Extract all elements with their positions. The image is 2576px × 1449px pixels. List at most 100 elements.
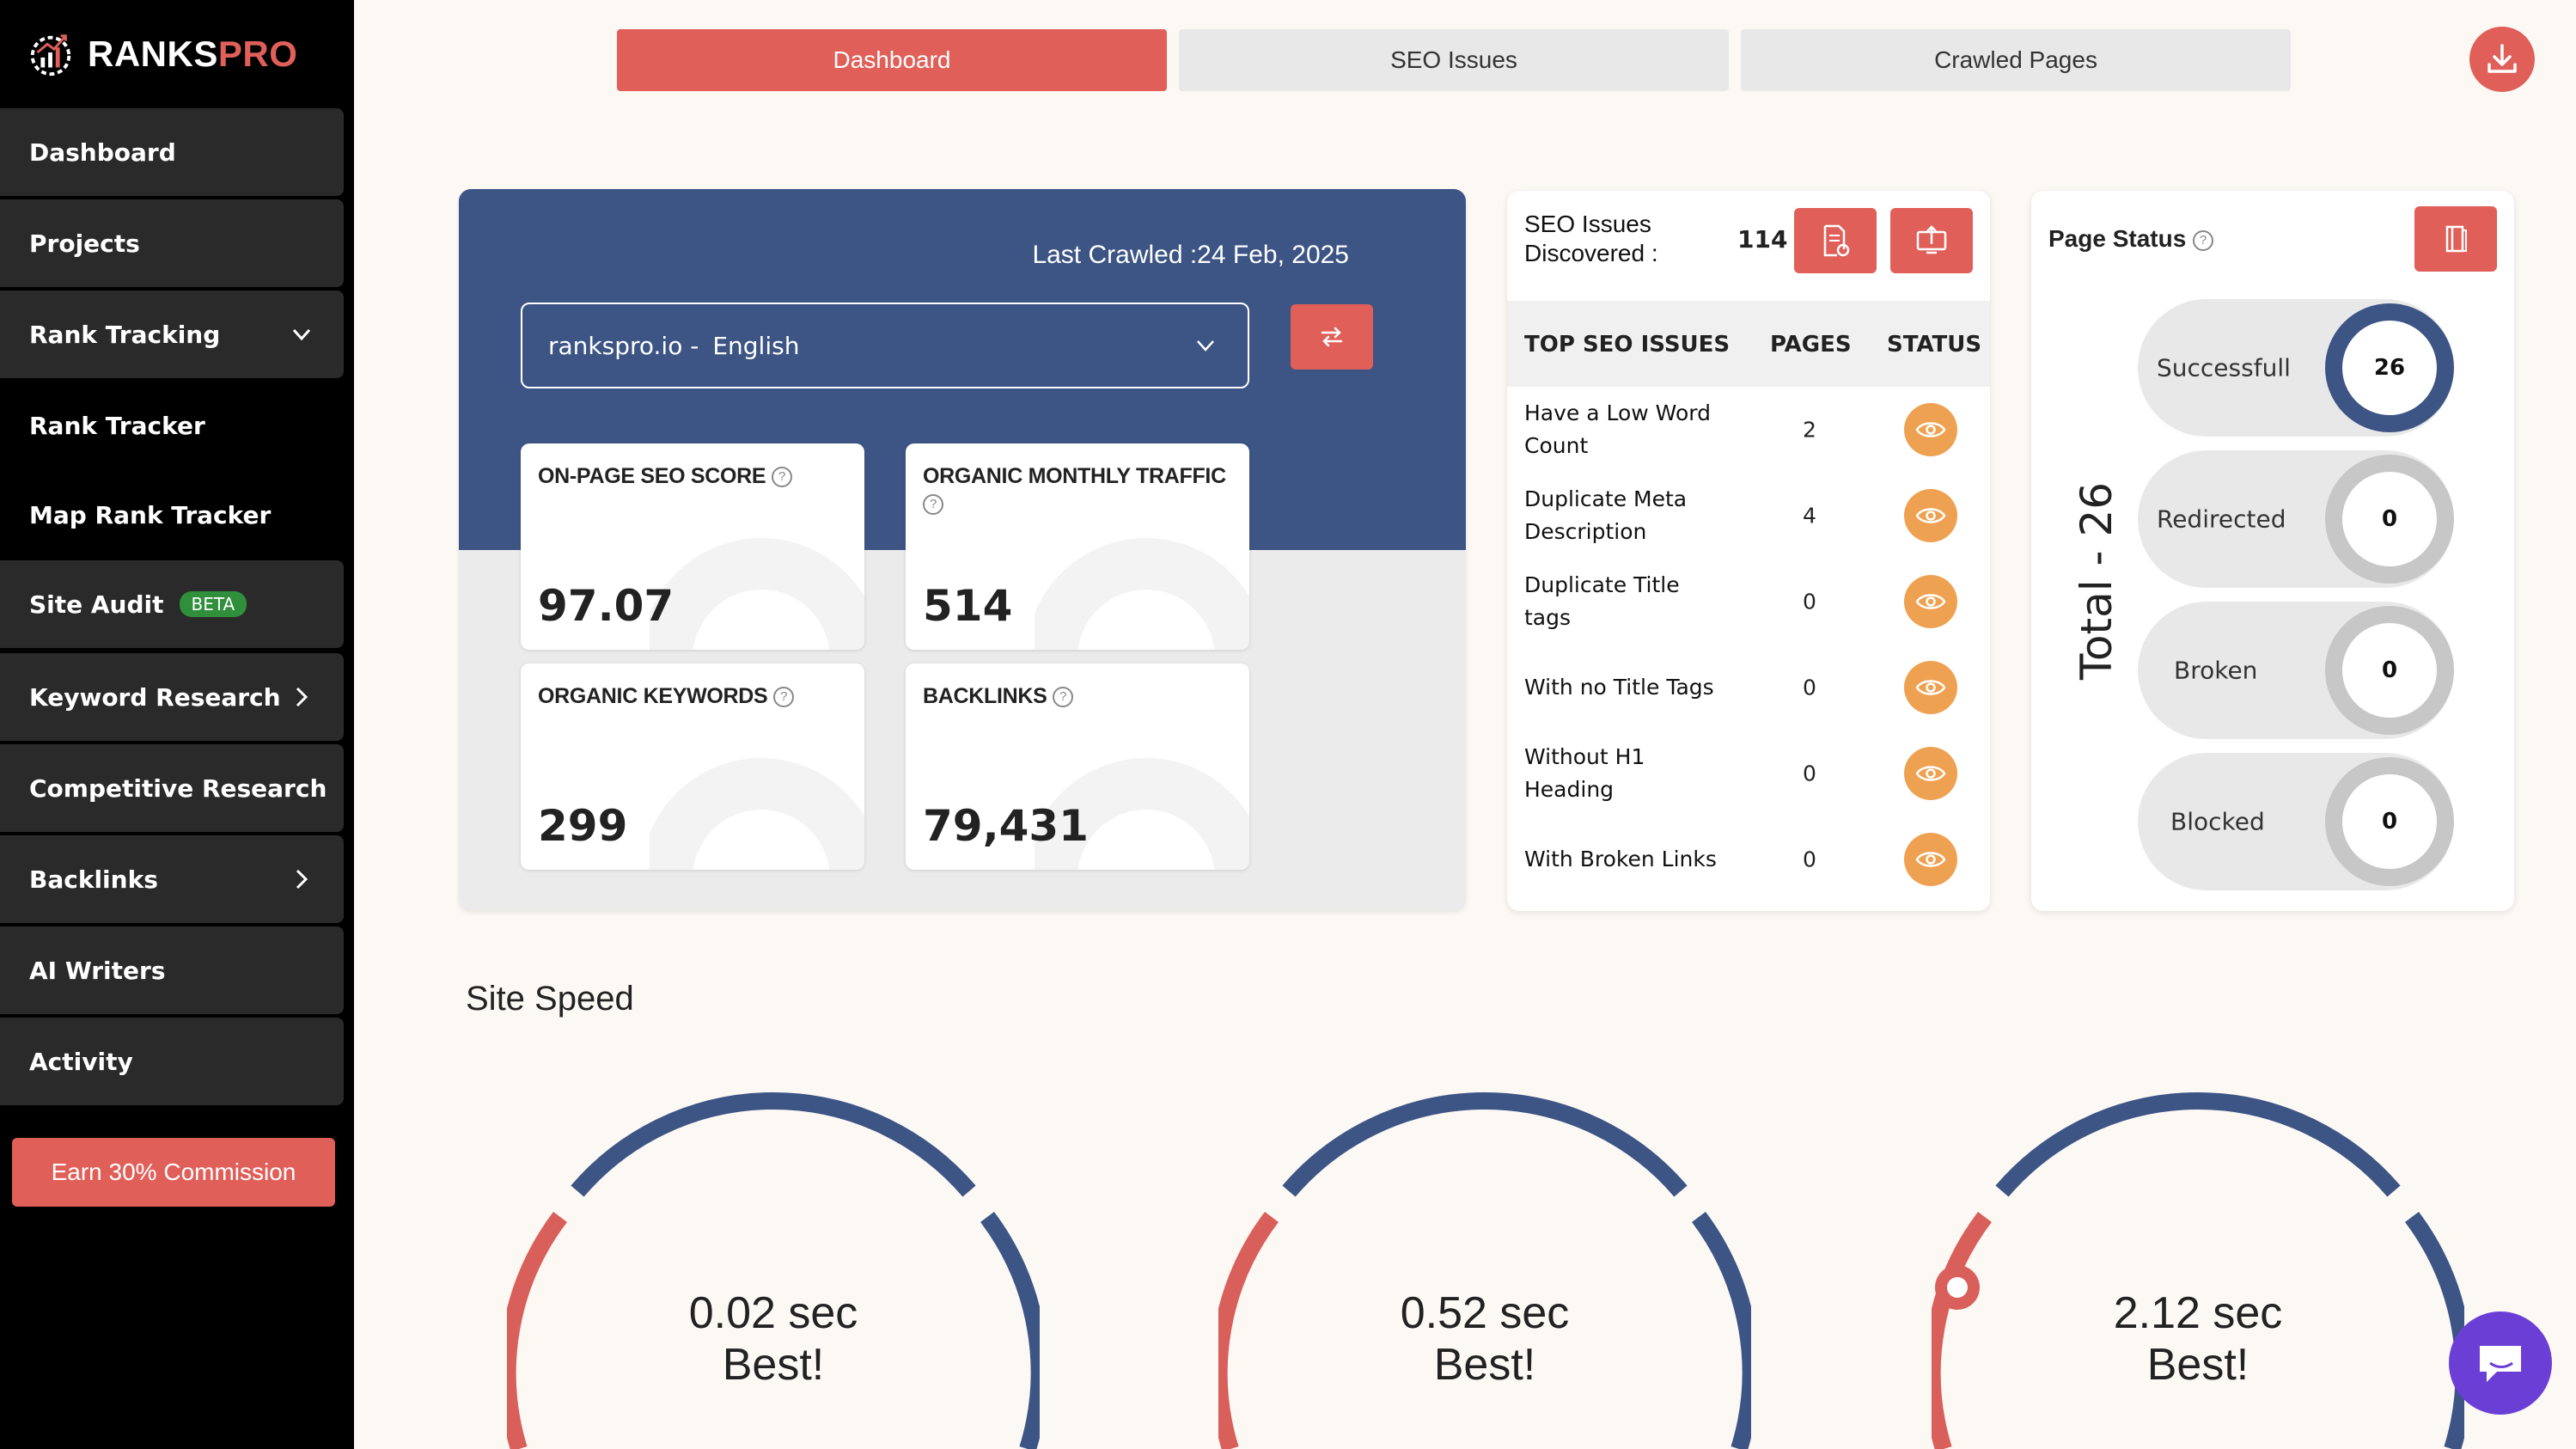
metric-title-wrap: ORGANIC KEYWORDS ? [538,682,856,710]
status-label: Redirected [2157,504,2286,534]
sidebar-item-label: Competitive Research [29,773,327,803]
logo-gear-chart-icon [30,34,71,76]
column-header: TOP SEO ISSUES [1524,332,1731,358]
domain-language: English [712,331,800,360]
issue-pages: 0 [1803,675,1816,700]
help-icon[interactable]: ? [1053,687,1074,708]
help-icon[interactable]: ? [773,687,795,708]
metric-backlinks: BACKLINKS ? 79,431 [906,663,1249,870]
brand-logo[interactable]: RANKSPRO [26,24,297,84]
metric-title-wrap: ON-PAGE SEO SCORE ? [538,462,856,490]
sidebar-item-ai-writers[interactable]: AI Writers [0,926,344,1014]
metric-gauge-decoration [650,758,864,870]
speed-rating: Best! [722,1340,825,1390]
sidebar-item-label: Map Rank Tracker [29,500,272,529]
status-count: 0 [2325,606,2454,735]
seo-issues-card: SEO Issues Discovered : 114 TOP SEO ISSU… [1507,191,1990,911]
table-row: Have a Low Word Count 2 [1507,387,1990,473]
sidebar-item-rank-tracking[interactable]: Rank Tracking [0,290,344,378]
view-issue-button[interactable] [1904,833,1957,886]
tab-crawled-pages[interactable]: Crawled Pages [1741,29,2291,91]
table-row: Duplicate Title tags 0 [1507,559,1990,645]
compare-button[interactable] [1291,304,1373,370]
metric-organic-keywords: ORGANIC KEYWORDS ? 299 [521,663,864,870]
issue-name: Without H1 Heading [1524,744,1645,802]
sidebar-item-label: Activity [29,1047,133,1076]
speed-gauge: 0.02 sec Best! [498,1078,1048,1449]
metric-organic-monthly-traffic: ORGANIC MONTHLY TRAFFIC? 514 [906,443,1249,650]
sidebar-item-label: Backlinks [29,865,158,894]
sidebar-item-label: Dashboard [29,138,176,167]
document-icon [1823,224,1850,257]
issue-pages: 2 [1803,417,1816,443]
metric-gauge-decoration [1035,758,1249,870]
status-count: 0 [2325,757,2454,886]
view-issue-button[interactable] [1904,747,1957,800]
column-header: STATUS [1887,332,1982,358]
chat-button[interactable] [2449,1311,2552,1415]
issue-name: Duplicate Meta Description [1524,486,1688,544]
chevron-right-icon [296,687,308,707]
table-row: Without H1 Heading 0 [1507,731,1990,816]
seo-issues-count: 114 [1737,225,1788,254]
metric-title: ORGANIC MONTHLY TRAFFIC [923,464,1226,488]
column-header: PAGES [1770,332,1852,358]
eye-icon [1915,422,1946,437]
download-button[interactable] [2469,27,2535,92]
page-status-total: Total - 26 [2072,481,2121,681]
tab-seo-issues[interactable]: SEO Issues [1179,29,1729,91]
help-icon[interactable]: ? [923,494,943,516]
site-speed-title: Site Speed [466,980,634,1018]
chevron-down-icon [1197,340,1214,352]
eye-icon [1915,594,1946,609]
chat-bubble-icon [2480,1346,2521,1382]
status-successful: Successfull 26 [2138,299,2454,437]
sidebar-item-projects[interactable]: Projects [0,199,344,287]
sidebar-item-site-audit[interactable]: Site Audit BETA [0,560,344,648]
sidebar-item-dashboard[interactable]: Dashboard [0,108,344,196]
sidebar-item-competitive-research[interactable]: Competitive Research [0,744,344,832]
sidebar-item-activity[interactable]: Activity [0,1018,344,1105]
table-row: With Broken Links 0 [1507,816,1990,902]
table-row: With no Title Tags 0 [1507,645,1990,731]
sidebar-item-label: Site Audit [29,590,164,619]
view-issue-button[interactable] [1904,575,1957,628]
speed-rating: Best! [1433,1340,1536,1390]
sidebar-item-keyword-research[interactable]: Keyword Research [0,653,344,741]
sidebar-item-label: Projects [29,229,140,258]
sidebar-item-map-rank-tracker[interactable]: Map Rank Tracker [0,471,344,559]
view-issue-button[interactable] [1904,489,1957,542]
speed-gauge: 2.12 sec Best! [1923,1078,2473,1449]
page-status-title: Page Status ? [2048,225,2214,253]
sidebar-item-rank-tracker[interactable]: Rank Tracker [0,382,344,469]
sidebar-item-label: Keyword Research [29,682,281,712]
monitor-export-icon [1916,225,1947,254]
page-status-card: Page Status ? Total - 26 Successfull 26 … [2031,191,2514,911]
tab-dashboard[interactable]: Dashboard [617,29,1167,91]
seo-issues-export-button[interactable] [1890,208,1973,273]
domain-name: rankspro.io - [548,331,699,360]
table-row: Duplicate Meta Description 4 [1507,473,1990,559]
page-status-book-button[interactable] [2414,206,2497,272]
view-issue-button[interactable] [1904,661,1957,714]
speed-gauge-arc [498,1091,1048,1449]
earn-commission-button[interactable]: Earn 30% Commission [12,1138,335,1207]
status-label: Broken [2174,656,2258,685]
help-icon[interactable]: ? [2193,229,2214,251]
status-broken: Broken 0 [2138,602,2454,739]
download-icon [2487,44,2517,73]
domain-select[interactable]: rankspro.io - English [521,303,1249,388]
help-icon[interactable]: ? [771,467,792,488]
speed-rating: Best! [2146,1340,2249,1390]
issues-table-header: TOP SEO ISSUES PAGES STATUS [1507,301,1990,387]
view-issue-button[interactable] [1904,403,1957,456]
speed-value: 0.02 sec [688,1288,858,1338]
swap-arrows-icon [1321,327,1343,347]
metric-onpage-seo-score: ON-PAGE SEO SCORE ? 97.07 [521,443,864,650]
status-redirected: Redirected 0 [2138,450,2454,588]
sidebar-item-backlinks[interactable]: Backlinks [0,835,344,923]
seo-issues-report-button[interactable] [1794,208,1877,273]
sidebar-item-label: Rank Tracker [29,411,205,440]
brand-name: RANKSPRO [88,34,298,74]
issue-pages: 0 [1803,847,1816,872]
